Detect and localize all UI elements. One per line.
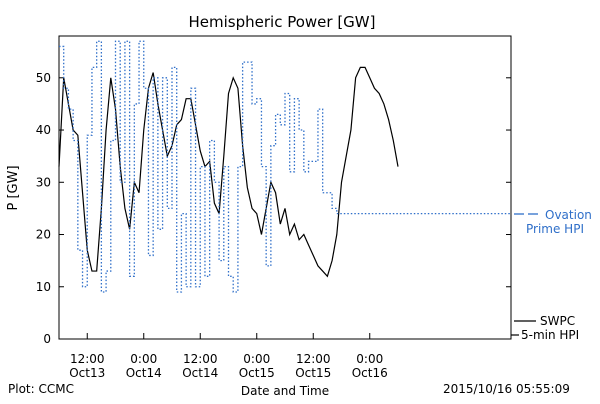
chart-title: Hemispheric Power [GW] — [189, 13, 376, 31]
plot-frame — [58, 35, 512, 340]
legend-label-swpc: SWPC — [540, 314, 575, 328]
x-tick-label-date: Oct14 — [126, 366, 162, 380]
y-axis: 0 10 20 30 40 50 — [36, 71, 511, 346]
x-tick-label-time: 12:00 — [296, 352, 331, 366]
x-tick-label-date: Oct14 — [182, 366, 218, 380]
legend-label-ovation: Prime HPI — [526, 222, 584, 236]
x-axis-label: Date and Time — [241, 384, 329, 398]
x-tick-label-time: 0:00 — [243, 352, 270, 366]
series-line-swpc-hpi — [58, 66, 399, 278]
series-line-ovation-prime-hpi — [59, 40, 511, 293]
plot-credit: Plot: CCMC — [8, 382, 74, 396]
x-axis: 12:00Oct130:00Oct1412:00Oct140:00Oct1512… — [69, 333, 388, 380]
y-tick-label: 20 — [36, 228, 51, 242]
y-tick-label: 0 — [43, 332, 51, 346]
x-tick-label-time: 12:00 — [70, 352, 105, 366]
x-tick-label-date: Oct15 — [239, 366, 275, 380]
plot-timestamp: 2015/10/16 05:55:09 — [443, 382, 570, 396]
x-tick-label-time: 12:00 — [183, 352, 218, 366]
series-layer — [58, 40, 511, 293]
x-tick-label-time: 0:00 — [130, 352, 157, 366]
y-tick-label: 50 — [36, 71, 51, 85]
x-tick-label-date: Oct16 — [352, 366, 388, 380]
x-tick-label-date: Oct15 — [295, 366, 331, 380]
x-tick-label-date: Oct13 — [69, 366, 105, 380]
y-tick-label: 30 — [36, 175, 51, 189]
x-tick-label-time: 0:00 — [356, 352, 383, 366]
y-tick-label: 40 — [36, 123, 51, 137]
legend-label-swpc: 5-min HPI — [521, 328, 579, 342]
legend-label-ovation: Ovation — [545, 208, 592, 222]
y-axis-label: P [GW] — [6, 165, 21, 210]
y-tick-label: 10 — [36, 280, 51, 294]
